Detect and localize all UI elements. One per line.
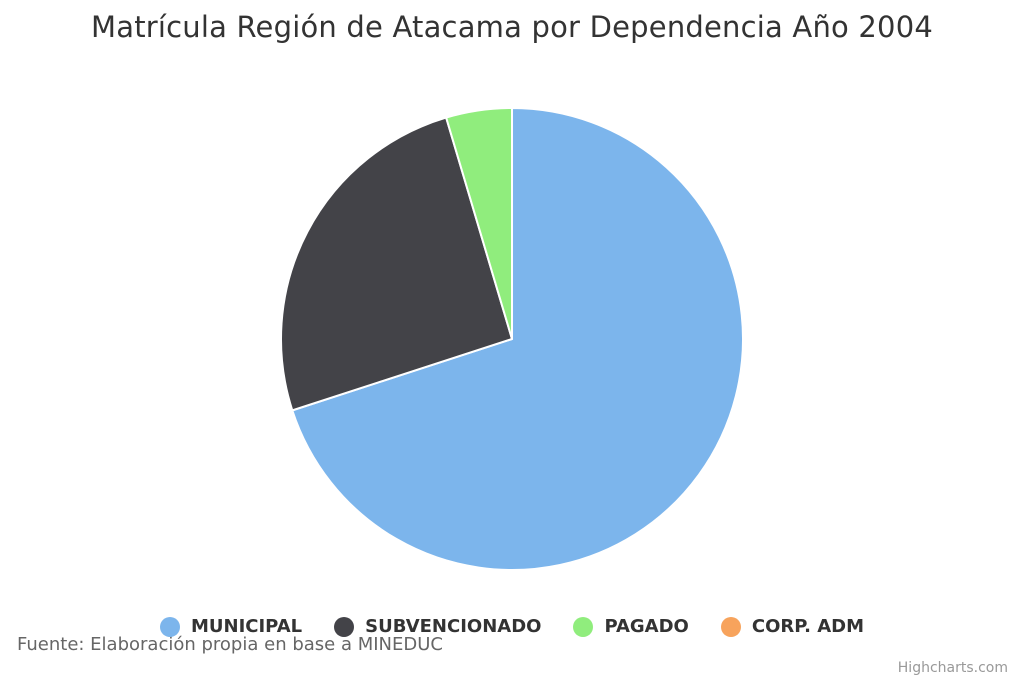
legend-label-subvencionado: SUBVENCIONADO	[365, 616, 542, 637]
legend-symbol-municipal	[159, 616, 180, 637]
legend-symbol-pagado	[573, 616, 594, 637]
legend-symbol-subvencionado	[334, 616, 355, 637]
legend-item-pagado[interactable]: PAGADO	[573, 616, 689, 637]
legend-label-municipal: MUNICIPAL	[190, 616, 303, 637]
pie-slice-pagado[interactable]	[445, 107, 513, 340]
legend-label-corp-adm: CORP. ADM	[751, 616, 865, 637]
legend-item-subvencionado[interactable]: SUBVENCIONADO	[334, 616, 541, 637]
pie-slice-municipal[interactable]	[291, 107, 745, 571]
chart-legend: MUNICIPAL SUBVENCIONADO PAGADO CORP. ADM	[0, 616, 1024, 637]
source-text: Fuente: Elaboración propia en base a MIN…	[17, 634, 443, 655]
pie-slice-subvencionado[interactable]	[280, 116, 513, 412]
legend-item-corp-adm[interactable]: CORP. ADM	[720, 616, 865, 637]
credits-link[interactable]: Highcharts.com	[897, 660, 1008, 676]
chart-title: Matrícula Región de Atacama por Dependen…	[91, 10, 933, 44]
legend-label-pagado: PAGADO	[604, 616, 689, 637]
legend-item-municipal[interactable]: MUNICIPAL	[159, 616, 303, 637]
legend-symbol-corp-adm	[720, 616, 741, 637]
